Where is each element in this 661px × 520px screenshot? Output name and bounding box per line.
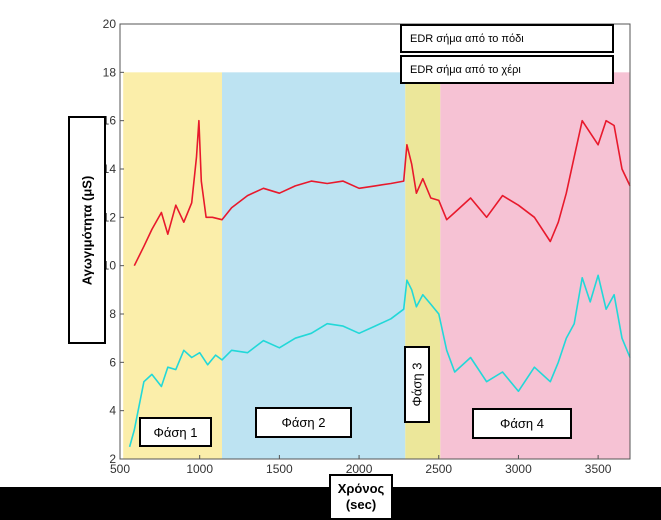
y-tick-label: 8 [109,307,116,321]
x-tick-label: 3500 [585,462,612,476]
legend-entry-foot: EDR σήμα από το πόδι [400,24,614,53]
plot-frame [119,23,631,460]
axes: 2 4 6 8 10 12 14 16 18 20 500 1000 1500 2000 2500 3000 3… [103,17,612,476]
x-tick-label: 2000 [346,462,373,476]
x-tick-label: 1000 [186,462,213,476]
legend-label-hand: EDR σήμα από το χέρι [410,63,521,76]
y-tick-label: 6 [109,355,116,369]
x-tick-label: 3000 [505,462,532,476]
series-line-hand [128,274,631,448]
y-axis-label-box: Αγωγιμότητα (μS) [68,116,106,344]
phase-1-label-box: Φάση 1 [139,417,212,447]
phase-4-label: Φάση 4 [500,416,544,431]
series-lines [128,119,631,448]
edr-chart: 2 4 6 8 10 12 14 16 18 20 500 1000 1500 2000 2500 3000 3… [103,17,631,476]
x-axis-label-line1: Χρόνος [337,481,385,496]
y-axis-label: Αγωγιμότητα (μS) [79,175,95,285]
phase-2-label-box: Φάση 2 [255,407,352,438]
y-tick-label: 4 [109,404,116,418]
phase-4-region [440,72,630,459]
y-tick-label: 18 [103,65,117,79]
y-tick-label: 2 [109,452,116,466]
series-line-foot [133,119,631,267]
x-axis-label-line2: (sec) [345,497,377,512]
phase-3-label: Φάση 3 [409,362,425,407]
x-tick-label: 1500 [266,462,293,476]
phase-backgrounds [123,72,630,459]
x-tick-label: 500 [110,462,130,476]
y-tick-label: 10 [103,259,117,273]
y-tick-label: 14 [103,162,117,176]
legend-entry-hand: EDR σήμα από το χέρι [400,55,614,84]
phase-1-label: Φάση 1 [153,424,198,440]
phase-1-region [123,72,222,459]
x-tick-label: 2500 [425,462,452,476]
legend-label-foot: EDR σήμα από το πόδι [410,32,524,45]
phase-4-label-box: Φάση 4 [472,408,572,439]
x-axis-label-box: Χρόνος (sec) [329,474,393,520]
phase-3-label-box: Φάση 3 [404,346,430,423]
phase-2-region [222,72,406,459]
y-tick-label: 20 [103,17,117,31]
phase-2-label: Φάση 2 [281,415,326,430]
y-tick-label: 16 [103,114,117,128]
y-tick-label: 12 [103,210,117,224]
